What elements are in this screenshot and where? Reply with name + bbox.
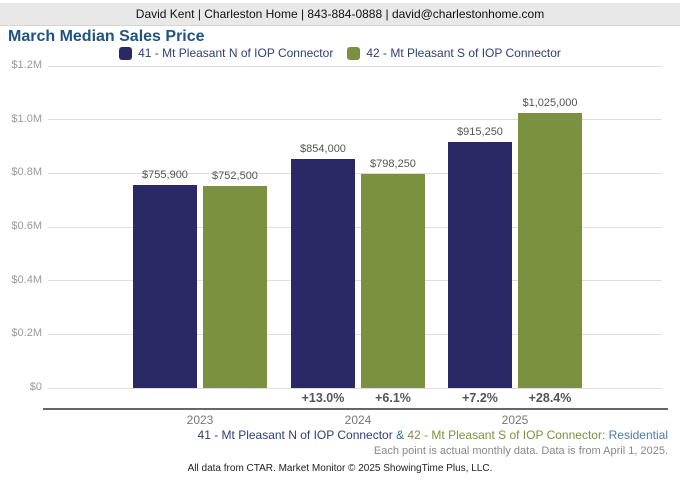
y-axis-tick-label: $0.2M bbox=[11, 327, 42, 340]
y-axis-tick-label: $1.0M bbox=[11, 112, 42, 125]
bar-value-label: $752,500 bbox=[212, 170, 258, 183]
bar-2025-series-1 bbox=[448, 142, 512, 388]
series-footnote: 41 - Mt Pleasant N of IOP Connector & 42… bbox=[198, 428, 668, 442]
bar-value-label: $915,250 bbox=[457, 126, 503, 139]
footnote-series-41: 41 - Mt Pleasant N of IOP Connector bbox=[197, 428, 393, 442]
y-axis-tick-label: $0.6M bbox=[11, 220, 42, 232]
y-gridline bbox=[48, 65, 662, 67]
legend-item-series-41: 41 - Mt Pleasant N of IOP Connector bbox=[119, 46, 333, 60]
data-note: Each point is actual monthly data. Data … bbox=[373, 445, 668, 457]
bar-2024-series-1 bbox=[291, 158, 355, 388]
x-axis-year-label: 2024 bbox=[344, 413, 372, 427]
y-gridline bbox=[48, 226, 662, 228]
x-axis-line bbox=[43, 408, 668, 410]
bar-pct-change-label: +28.4% bbox=[528, 391, 572, 405]
copyright-note: All data from CTAR. Market Monitor © 202… bbox=[187, 463, 493, 474]
bar-value-label: $1,025,000 bbox=[522, 96, 578, 109]
bar-2023-series-2 bbox=[203, 186, 267, 388]
bar-value-label: $755,900 bbox=[142, 169, 188, 182]
footnote-property-type: Residential bbox=[605, 428, 668, 442]
y-axis-tick-label: $0 bbox=[29, 381, 42, 393]
bar-2025-series-2 bbox=[518, 112, 582, 388]
legend-swatch-green-icon bbox=[347, 46, 361, 60]
y-gridline bbox=[48, 119, 662, 121]
bar-2023-series-1 bbox=[133, 185, 197, 388]
legend-swatch-navy-icon bbox=[119, 46, 133, 60]
chart-legend: 41 - Mt Pleasant N of IOP Connector 42 -… bbox=[0, 46, 680, 60]
legend-item-series-42: 42 - Mt Pleasant S of IOP Connector bbox=[347, 46, 561, 60]
chart-title: March Median Sales Price bbox=[8, 28, 205, 45]
contact-line: David Kent | Charleston Home | 843-884-0… bbox=[135, 7, 545, 21]
bar-pct-change-label: +13.0% bbox=[301, 391, 345, 405]
y-axis-tick-label: $0.8M bbox=[11, 166, 42, 179]
x-axis-year-label: 2023 bbox=[186, 413, 214, 427]
legend-label-series-42: 42 - Mt Pleasant S of IOP Connector bbox=[366, 46, 561, 60]
y-axis-tick-label: $0.4M bbox=[11, 273, 42, 286]
bar-value-label: $798,250 bbox=[370, 157, 416, 170]
y-gridline bbox=[48, 333, 662, 335]
y-gridline bbox=[48, 387, 662, 389]
y-axis-tick-label: $1.2M bbox=[11, 59, 42, 71]
footnote-ampersand: & bbox=[392, 428, 408, 442]
bar-2024-series-2 bbox=[361, 173, 425, 388]
bar-pct-change-label: +6.1% bbox=[375, 391, 411, 405]
y-gridline bbox=[48, 280, 662, 282]
contact-header-bar: David Kent | Charleston Home | 843-884-0… bbox=[0, 3, 680, 26]
bar-value-label: $854,000 bbox=[300, 142, 346, 155]
bar-pct-change-label: +7.2% bbox=[462, 391, 498, 405]
y-gridline bbox=[48, 172, 662, 174]
legend-label-series-41: 41 - Mt Pleasant N of IOP Connector bbox=[138, 46, 334, 60]
footnote-series-42: 42 - Mt Pleasant S of IOP Connector: bbox=[407, 428, 606, 442]
x-axis-year-label: 2025 bbox=[501, 413, 529, 427]
